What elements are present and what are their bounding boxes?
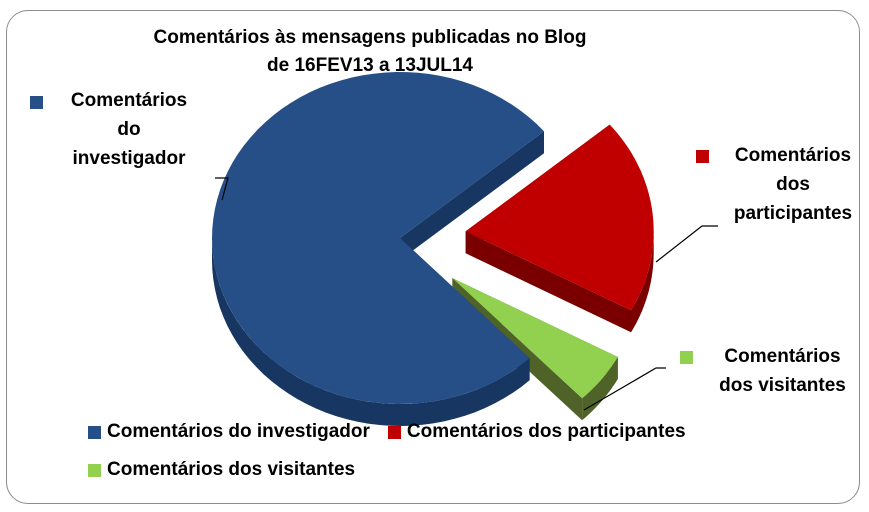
slice (212, 72, 544, 404)
chart-title: de 16FEV13 a 13JUL14 (267, 55, 473, 76)
data-label: Comentários dos visitantes (719, 346, 846, 396)
chart-title: Comentários às mensagens publicadas no B… (153, 27, 587, 48)
legend-key (88, 425, 101, 439)
slice-wall (582, 357, 618, 421)
legend-key (88, 463, 101, 477)
slice-cut (465, 231, 631, 333)
legend-label: Comentários dos visitantes (107, 459, 356, 480)
legend-entry: Comentários dos visitantes (88, 459, 355, 481)
slice-wall (212, 238, 530, 426)
legend-entry: Comentários dos participantes (387, 421, 686, 443)
slice (452, 278, 618, 399)
leader-line (583, 367, 666, 411)
chart-frame (6, 10, 860, 504)
slice-cut (400, 131, 544, 260)
legend: Comentários do investigador Comentários d… (88, 421, 828, 481)
slice-wall (631, 231, 654, 333)
slice (465, 124, 654, 311)
legend-key (387, 425, 401, 439)
legend-label: Comentários dos participantes (406, 421, 686, 442)
leader-line (655, 225, 718, 263)
label-key (30, 96, 43, 109)
data-label: Comentários do investigador (70, 90, 188, 169)
leader-line (215, 177, 229, 201)
data-label: Comentários dos participantes (733, 145, 853, 224)
legend-label: Comentários do investigador (107, 421, 370, 442)
label-key (696, 150, 709, 163)
legend-entry: Comentários do investigador (88, 421, 370, 443)
label-key (680, 351, 693, 364)
slice-tops (212, 72, 654, 404)
